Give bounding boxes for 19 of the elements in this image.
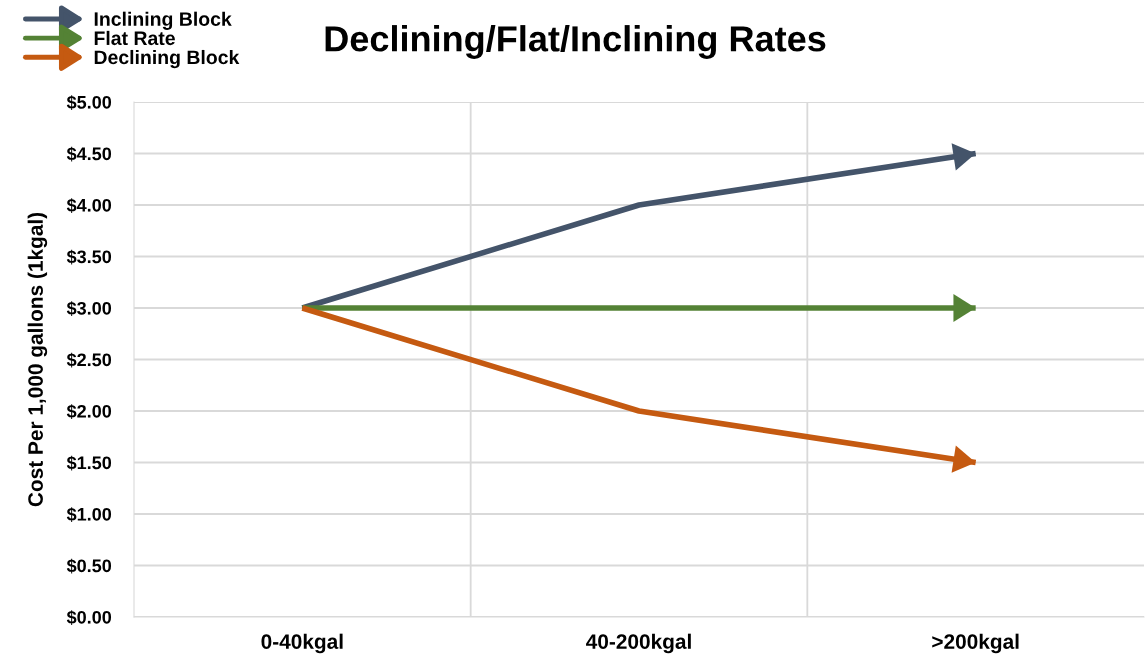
x-tick-label: 0-40kgal [261,633,343,654]
legend-label: Declining Block [94,49,240,69]
y-tick-label: $4.00 [66,198,112,213]
y-tick-label: $0.00 [66,610,112,625]
y-tick-label: $1.50 [66,455,112,471]
y-tick-label: $0.50 [66,558,112,574]
y-tick-label: $4.50 [66,146,112,162]
y-tick-label: $2.00 [66,404,112,419]
x-tick-label: >200kgal [932,633,1019,654]
x-tick-label: 40-200kgal [586,633,691,654]
y-tick-label: $3.00 [66,301,112,316]
y-tick-label: $2.50 [66,352,112,368]
y-tick-label: $3.50 [66,249,112,265]
y-tick-label: $5.00 [66,95,112,110]
legend-label: Flat Rate [94,30,175,46]
y-axis-title: Cost Per 1,000 gallons (1kgal) [27,212,48,507]
legend-label: Inclining Block [94,11,232,30]
y-tick-label: $1.00 [66,507,112,522]
chart-title: Declining/Flat/Inclining Rates [325,25,826,59]
